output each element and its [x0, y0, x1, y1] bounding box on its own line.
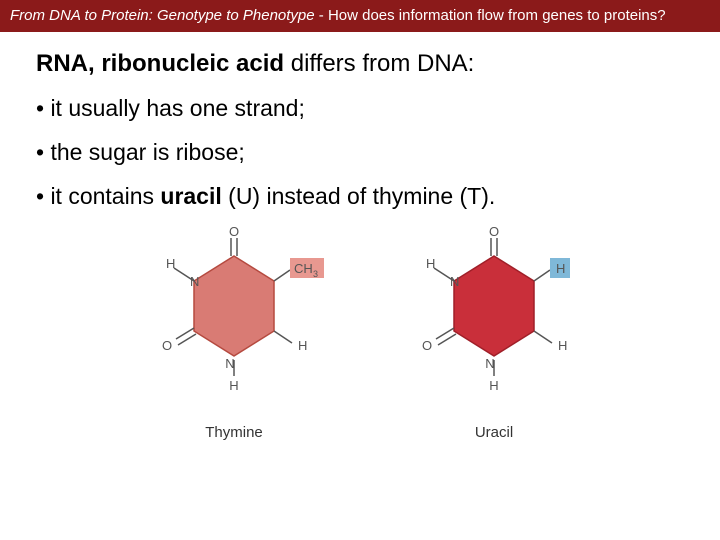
- thymine-molecule: N N O H O H: [134, 226, 334, 441]
- svg-text:O: O: [422, 338, 432, 353]
- content-area: RNA, ribonucleic acid differs from DNA: …: [0, 32, 720, 441]
- bullet-1: • it usually has one strand;: [36, 94, 692, 124]
- svg-text:H: H: [556, 261, 565, 276]
- bullet-3: • it contains uracil (U) instead of thym…: [36, 182, 692, 212]
- headline: RNA, ribonucleic acid differs from DNA:: [36, 50, 692, 78]
- thymine-svg: N N O H O H: [134, 226, 334, 416]
- thymine-label: Thymine: [205, 424, 263, 441]
- svg-text:O: O: [162, 338, 172, 353]
- svg-text:H: H: [298, 338, 307, 353]
- headline-rest: differs from DNA:: [284, 50, 474, 77]
- svg-text:3: 3: [313, 269, 318, 279]
- svg-text:H: H: [489, 378, 498, 393]
- bullet-2: • the sugar is ribose;: [36, 138, 692, 168]
- svg-text:N: N: [190, 274, 199, 289]
- bullet-3-a: • it contains: [36, 183, 160, 209]
- svg-text:H: H: [426, 256, 435, 271]
- slide-header: From DNA to Protein: Genotype to Phenoty…: [0, 0, 720, 32]
- svg-text:H: H: [166, 256, 175, 271]
- bullet-3-mid: (U) instead of thymine (T).: [222, 183, 496, 209]
- bullet-3-bold: uracil: [160, 183, 221, 209]
- header-italic: From DNA to Protein: Genotype to Phenoty…: [10, 7, 315, 24]
- svg-text:N: N: [450, 274, 459, 289]
- uracil-molecule: N N O H O H: [394, 226, 594, 441]
- svg-text:H: H: [558, 338, 567, 353]
- uracil-svg: N N O H O H: [394, 226, 594, 416]
- svg-text:O: O: [229, 226, 239, 239]
- diagram-row: N N O H O H: [36, 226, 692, 441]
- uracil-label: Uracil: [475, 424, 513, 441]
- svg-text:CH: CH: [294, 261, 313, 276]
- header-rest: - How does information flow from genes t…: [315, 7, 666, 24]
- headline-bold: RNA, ribonucleic acid: [36, 50, 284, 77]
- svg-text:O: O: [489, 226, 499, 239]
- svg-text:H: H: [229, 378, 238, 393]
